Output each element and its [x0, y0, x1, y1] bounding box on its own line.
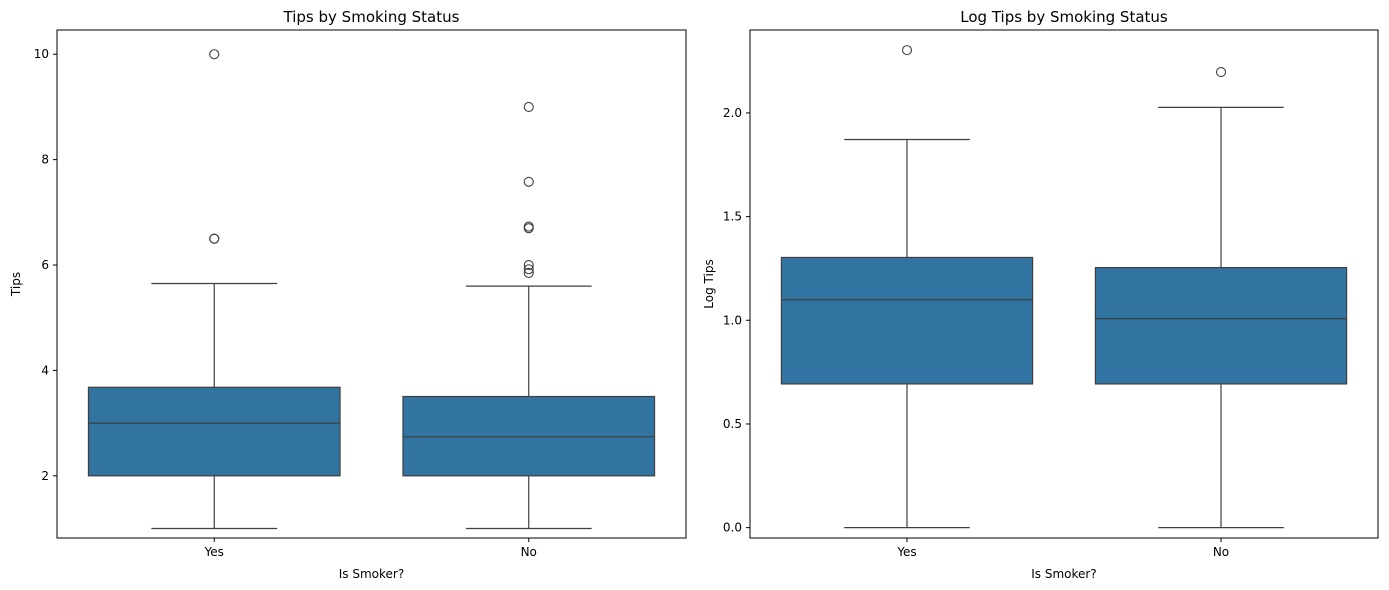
outlier-point	[523, 221, 534, 232]
outlier-point	[1215, 67, 1227, 78]
y-axis-label: Log Tips	[702, 259, 716, 308]
plot-frame	[56, 29, 687, 539]
outlier-point	[523, 264, 534, 275]
y-tick-label: 1.0	[723, 313, 742, 327]
y-tick-label: 1.5	[723, 210, 742, 224]
box-no	[1094, 267, 1348, 385]
y-tick-label: 4	[41, 363, 49, 377]
y-tick-label: 2	[41, 469, 49, 483]
box-yes	[780, 256, 1034, 385]
outlier-point	[523, 176, 534, 187]
y-axis-label: Tips	[9, 272, 23, 297]
x-tick-label: Yes	[896, 545, 916, 559]
chart-title: Tips by Smoking Status	[283, 8, 460, 26]
log-tips-panel: Log Tips by Smoking Status Is Smoker? Lo…	[702, 8, 1379, 581]
outlier-point	[523, 267, 534, 278]
y-tick-label: 0.5	[723, 417, 742, 431]
plot-frame	[749, 29, 1379, 539]
y-tick-label: 10	[34, 47, 49, 61]
y-tick-label: 0.0	[723, 521, 742, 535]
y-tick-label: 8	[41, 153, 49, 167]
y-tick-label: 6	[41, 258, 49, 272]
x-axis-label: Is Smoker?	[339, 567, 404, 581]
outlier-point	[523, 259, 534, 271]
x-tick-label: No	[1213, 545, 1229, 559]
outlier-point	[901, 45, 913, 56]
box-no	[402, 395, 656, 477]
y-tick-label: 2.0	[723, 106, 742, 120]
x-axis-label: Is Smoker?	[1031, 567, 1096, 581]
axis-ticks: 0.0 0.5 1.0 1.5 2.0 Yes No	[723, 106, 1229, 559]
chart-title: Log Tips by Smoking Status	[960, 8, 1168, 26]
axis-ticks: 2 4 6 8 10 Yes No	[34, 47, 537, 559]
box-yes	[87, 386, 341, 477]
box-marks	[87, 49, 656, 530]
box-marks	[780, 45, 1348, 529]
tips-panel: Tips by Smoking Status Is Smoker? Tips 2…	[9, 8, 687, 581]
x-tick-label: No	[521, 545, 537, 559]
outlier-point	[209, 49, 220, 60]
outlier-point	[523, 101, 534, 112]
x-tick-label: Yes	[204, 545, 224, 559]
outlier-point	[209, 233, 220, 244]
